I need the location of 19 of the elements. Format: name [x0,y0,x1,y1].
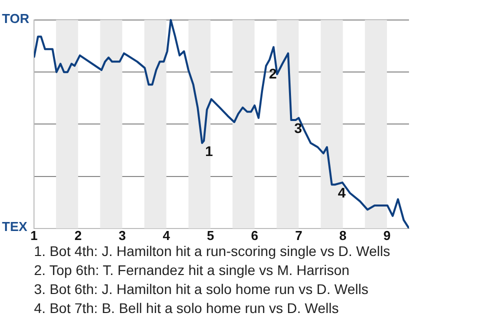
x-tick-label: 1 [30,228,38,243]
text: 2. Top 6th: T. Fernandez hit a single vs M. Harrison [34,261,350,280]
text: TEX [2,219,28,234]
text: 4. Bot 7th: B. Bell hit a solo home run vs D. Wells [34,299,340,318]
x-tick-label: 3 [118,228,126,243]
x-tick-label: 9 [383,228,391,243]
x-tick-label: 6 [250,228,258,243]
x-tick-label: 7 [295,228,302,243]
annotation: 2 [269,66,278,82]
annotation: 3 [294,120,302,136]
x-tick-label: 8 [339,228,346,243]
text: 3. Bot 6th: J. Hamilton hit a solo home run vs D. Wells [34,280,370,299]
text: 1. Bot 4th: J. Hamilton hit a run-scoring single vs D. Wells [34,242,390,261]
x-tick-label: 2 [74,228,82,243]
annotation: 4 [338,184,346,200]
text: TOR [2,11,30,26]
annotation: 1 [205,142,214,159]
x-tick-label: 4 [162,228,171,243]
x-tick-label: 5 [206,228,214,243]
